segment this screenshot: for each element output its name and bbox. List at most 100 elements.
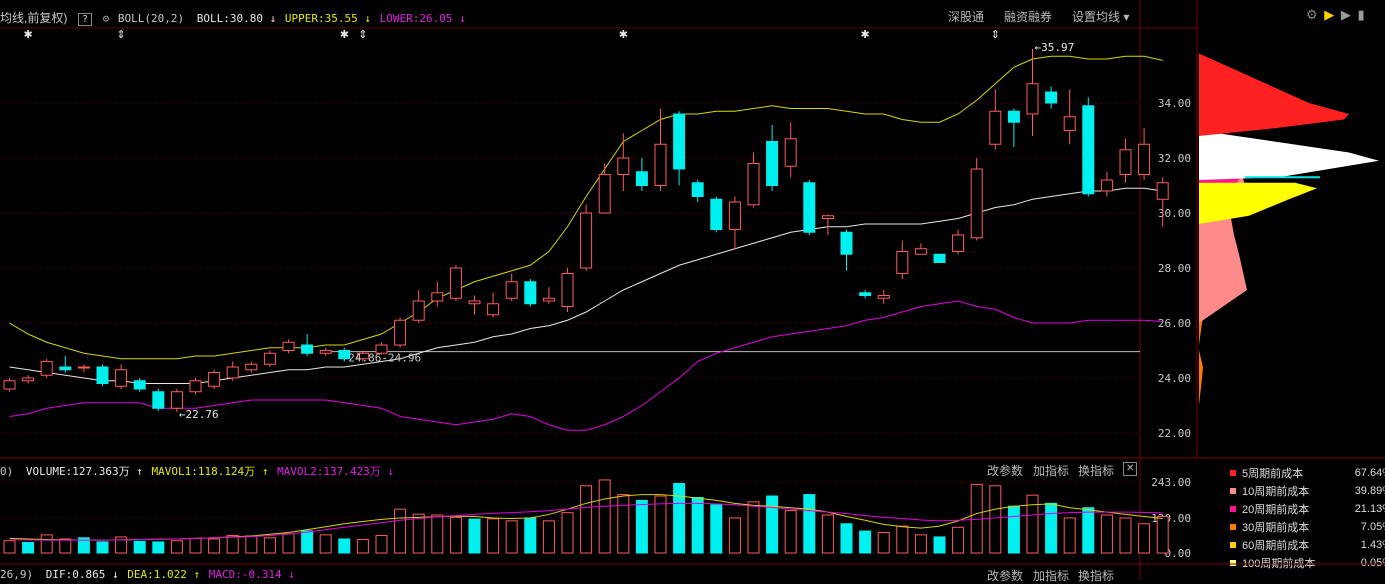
price-tick-label: 28.00	[1158, 262, 1191, 275]
main-header: 均线,前复权) ? ⚙ BOLL(20,2) BOLL:30.80 ↓ UPPE…	[0, 9, 466, 26]
vol-edit-params-button[interactable]: 改参数	[987, 464, 1024, 478]
gear-icon[interactable]: ⚙	[102, 12, 110, 25]
legend-pct: 21.13%	[1354, 503, 1385, 515]
candle-body	[22, 377, 35, 382]
candle	[505, 273, 518, 301]
candle-body	[449, 267, 462, 299]
candle-body	[617, 157, 630, 175]
set-ma-button[interactable]: 设置均线 ▾	[1072, 10, 1130, 24]
candle	[654, 108, 667, 191]
cost-distribution-area	[1199, 182, 1317, 224]
indicator-name[interactable]: BOLL(20,2)	[117, 12, 185, 25]
event-marker: ✱	[860, 29, 869, 41]
play-icon[interactable]: ▶	[1340, 7, 1351, 22]
help-icon[interactable]: ?	[77, 13, 92, 26]
price-tick-label: 34.00	[1158, 97, 1191, 110]
event-marker: ⇕	[358, 29, 367, 41]
candle-body	[77, 366, 90, 369]
shenguton-button[interactable]: 深股通	[948, 10, 985, 24]
legend-pct: 39.89%	[1354, 485, 1385, 497]
volume-bar	[896, 525, 909, 554]
candle-body	[877, 295, 890, 299]
flag-icon[interactable]: ▶	[1324, 7, 1335, 22]
candle-body	[821, 215, 834, 219]
candle	[728, 196, 741, 249]
candle	[96, 364, 109, 387]
legend-swatch	[1230, 524, 1236, 530]
dea-value: DEA:1.022	[127, 568, 187, 581]
volume-bar	[245, 535, 258, 554]
volume-bar	[747, 501, 760, 554]
volume-header: 0) VOLUME:127.363万 ↑ MAVOL1:118.124万 ↑ M…	[0, 463, 394, 479]
volume-bar	[1082, 507, 1095, 554]
volume-bar	[673, 482, 686, 554]
volume-bar	[821, 514, 834, 554]
volume-bar	[96, 541, 109, 554]
candle-body	[654, 143, 667, 186]
event-marker: ✱	[340, 29, 349, 41]
price-tick-label: 22.00	[1158, 427, 1191, 440]
candle-body	[1063, 116, 1076, 131]
candle-body	[840, 231, 853, 255]
candle	[970, 158, 983, 241]
candle-body	[598, 174, 611, 214]
candle-body	[766, 141, 779, 186]
candle-body	[580, 212, 593, 269]
volume-bar	[524, 517, 537, 554]
candle	[821, 214, 834, 235]
candle	[673, 111, 686, 186]
candle	[412, 290, 425, 323]
candle	[524, 279, 537, 307]
volume-bar	[728, 517, 741, 554]
vol-switch-indicator-button[interactable]: 换指标	[1078, 464, 1115, 478]
candle-body	[1026, 83, 1039, 115]
volume-bar	[580, 485, 593, 554]
volume-bar	[59, 538, 72, 554]
volume-bar	[784, 510, 797, 554]
legend-pct: 1.43%	[1360, 539, 1385, 551]
up-arrow-icon: ↑	[193, 568, 201, 581]
cost-legend-row: 20周期前成本 21.13%	[1230, 500, 1385, 518]
margin-trading-button[interactable]: 融资融券	[1004, 10, 1053, 24]
down-arrow-icon: ↓	[387, 465, 395, 478]
candle	[226, 361, 239, 381]
more-icon[interactable]: ▮	[1357, 7, 1365, 22]
candle	[356, 350, 369, 362]
volume-bar	[617, 494, 630, 554]
refresh-icon[interactable]: ⚙	[1306, 7, 1318, 22]
volume-bar	[561, 512, 574, 554]
legend-pct: 0.05%	[1360, 557, 1385, 569]
candle-body	[1156, 182, 1169, 200]
candle	[263, 350, 276, 367]
candle	[635, 158, 648, 191]
volume-bar	[952, 526, 965, 554]
volume-bar	[505, 520, 518, 554]
vol-add-indicator-button[interactable]: 加指标	[1033, 464, 1070, 478]
price-tick-label: 32.00	[1158, 152, 1191, 165]
candle-body	[933, 253, 946, 263]
volume-bar	[487, 518, 500, 554]
candle	[691, 180, 704, 202]
volume-bar	[375, 534, 388, 554]
down-arrow-icon: ↓	[288, 568, 295, 581]
mavol2-value: MAVOL2:137.423万	[277, 465, 381, 478]
legend-pct: 67.64%	[1354, 467, 1385, 479]
candle-body	[226, 366, 239, 379]
candle-body	[356, 352, 369, 360]
volume-bar	[412, 513, 425, 554]
volume-bar	[301, 530, 314, 554]
volume-bar	[542, 520, 555, 554]
candle-body	[1007, 110, 1020, 123]
up-arrow-icon: ↑	[136, 465, 143, 478]
volume-bar	[282, 533, 295, 554]
candle	[1119, 138, 1132, 183]
candle-body	[40, 361, 53, 376]
volume-bar	[840, 523, 853, 554]
legend-pct: 7.05%	[1360, 521, 1385, 533]
candle	[40, 358, 53, 378]
close-icon[interactable]: ✕	[1123, 462, 1138, 476]
candle	[375, 342, 388, 355]
candle	[468, 295, 481, 315]
candle	[449, 265, 462, 301]
